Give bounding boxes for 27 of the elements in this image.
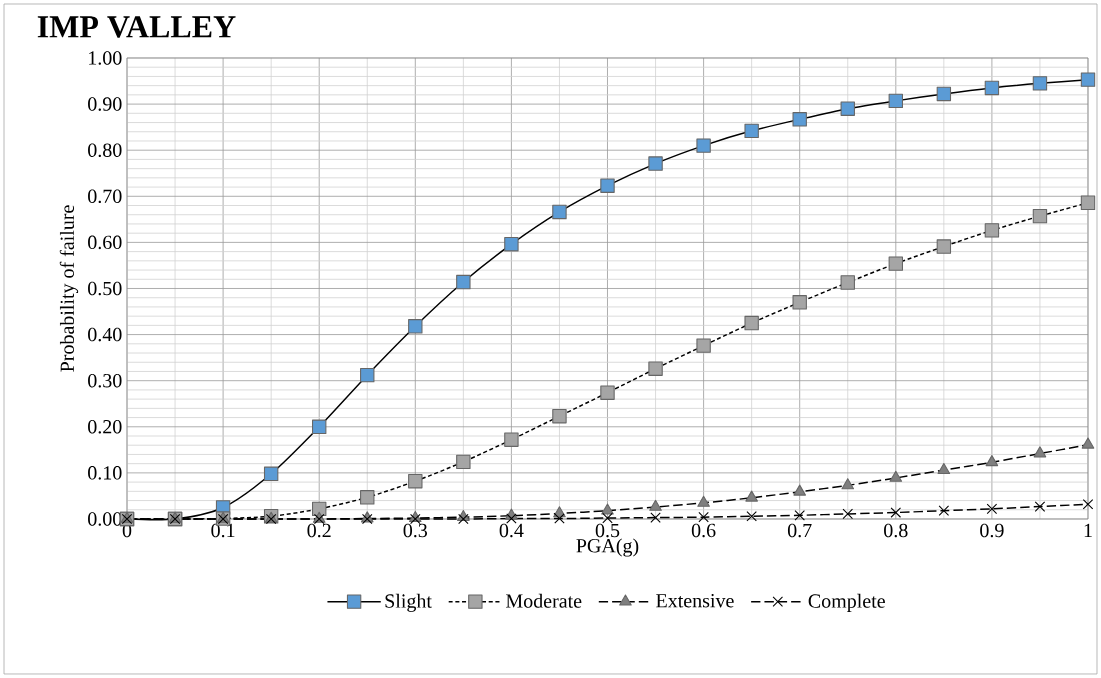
x-tick-label: 0.8	[884, 523, 908, 538]
x-tick-label: 0.1	[211, 523, 235, 538]
x-tick-label: 0.6	[691, 523, 716, 538]
legend-label: Slight	[385, 593, 432, 612]
x-tick-label: 0.5	[595, 523, 620, 538]
y-tick-label: 1.00	[89, 51, 122, 65]
y-tick-label: 0.60	[88, 235, 122, 250]
x-axis-title: PGA(g)	[576, 538, 639, 557]
y-tick-label: 0.10	[88, 466, 122, 480]
y-tick-label: 0.50	[88, 281, 122, 296]
x-tick-label: 0.7	[787, 523, 812, 538]
x-tick-label: 0.3	[403, 523, 428, 538]
y-tick-label: 0.20	[88, 420, 122, 434]
x-tick-label: 0.4	[499, 523, 524, 538]
x-tick-label: 1	[1084, 523, 1092, 537]
y-tick-label: 0.80	[88, 143, 122, 157]
y-tick-label: 0.30	[88, 373, 122, 388]
x-tick-label: 0.2	[307, 523, 331, 538]
y-axis-title: Probability of failure	[59, 205, 79, 372]
legend-label: Complete	[808, 593, 885, 612]
chart-title: IMP VALLEY	[37, 16, 236, 38]
legend-label: Moderate	[506, 593, 582, 608]
y-tick-label: 0.40	[88, 327, 122, 342]
y-tick-label: 0.90	[88, 97, 122, 111]
legend-label: Extensive	[656, 594, 734, 608]
y-tick-label: 0.70	[88, 189, 122, 204]
x-tick-label: 0.9	[980, 523, 1004, 538]
